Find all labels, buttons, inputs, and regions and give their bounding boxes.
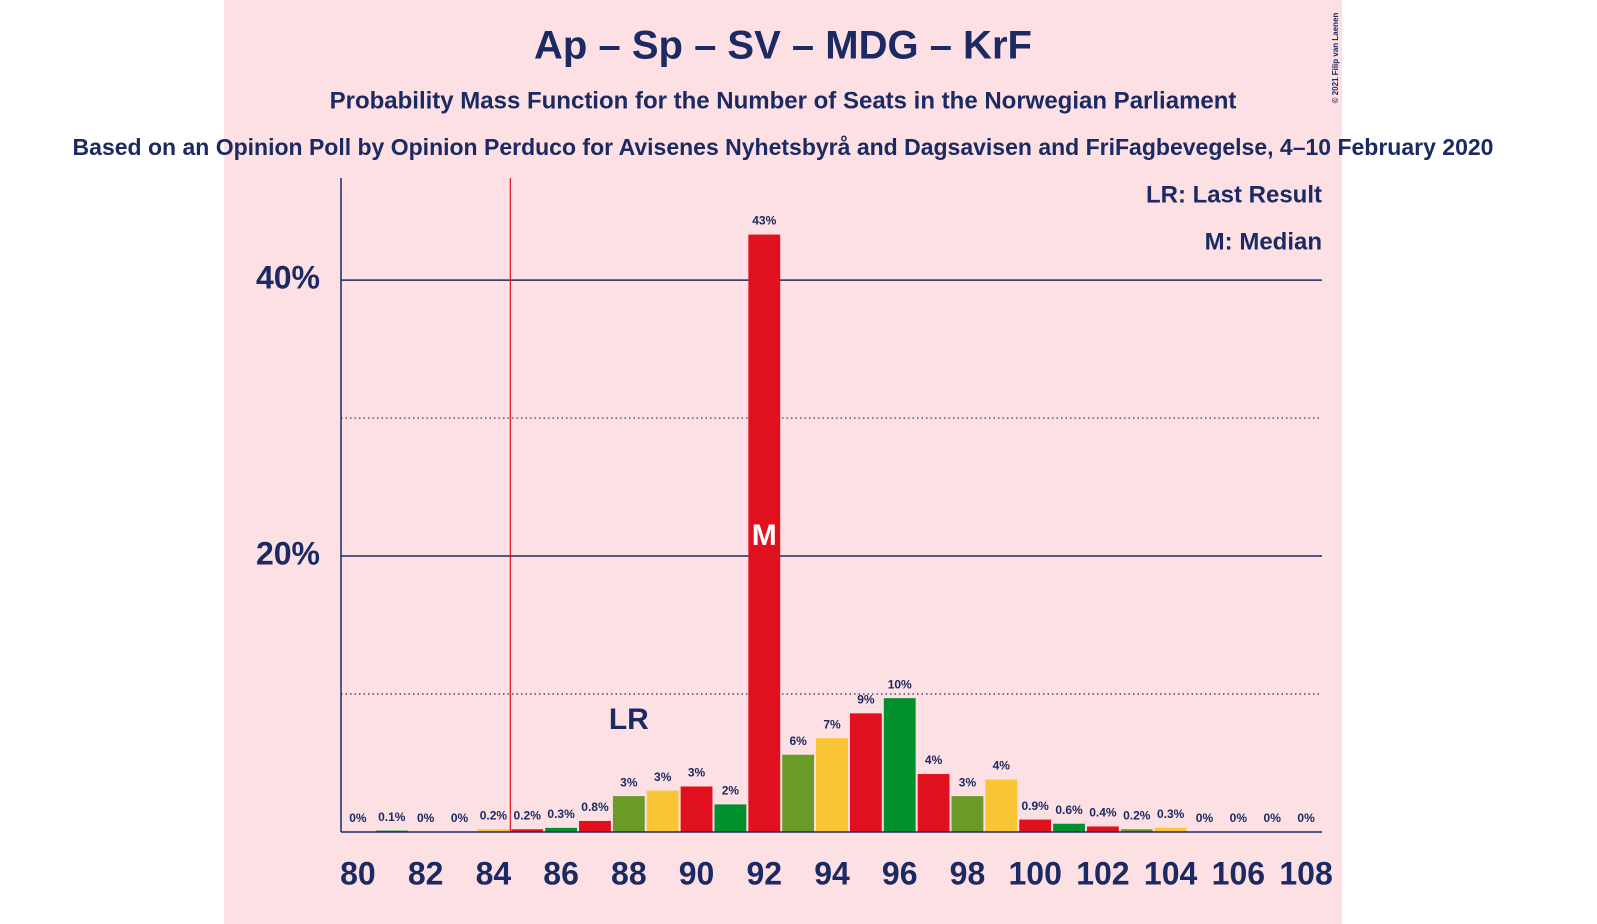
bar [951,796,984,832]
last-result-marker: LR [609,703,649,736]
bar [1053,823,1085,832]
x-tick-label: 80 [340,855,376,891]
bar [883,698,916,832]
value-label: 0.1% [378,810,406,824]
bar [917,774,950,832]
bar [748,234,781,832]
x-tick-label: 94 [814,855,850,891]
value-label: 0.2% [480,808,508,822]
bar [545,827,578,832]
value-label: 43% [752,214,776,228]
bar [782,754,815,832]
x-tick-label: 82 [408,855,444,891]
bar [714,804,747,832]
x-tick-label: 88 [611,855,647,891]
value-label: 0.2% [514,808,542,822]
value-label: 3% [688,766,706,780]
x-tick-label: 96 [882,855,918,891]
value-label: 0% [417,811,435,825]
bar [1154,827,1187,832]
x-tick-label: 100 [1008,855,1061,891]
bar [579,820,611,832]
value-label: 0% [349,811,367,825]
x-tick-label: 104 [1144,855,1198,891]
value-label: 9% [857,693,875,707]
value-label: 0.3% [547,807,575,821]
x-tick-label: 84 [476,855,512,891]
value-label: 0.8% [581,800,609,814]
value-label: 0.6% [1055,803,1083,817]
y-tick-label: 40% [256,260,320,296]
bar [612,796,645,832]
x-tick-label: 102 [1076,855,1129,891]
median-marker: M [752,519,777,552]
y-tick-label: 20% [256,536,320,572]
bar [646,790,679,832]
value-label: 0% [1264,811,1282,825]
bar [816,738,848,832]
legend-entry: M: Median [1205,228,1322,255]
value-label: 0.2% [1123,808,1151,822]
value-label: 0.4% [1089,806,1117,820]
x-tick-label: 106 [1212,855,1265,891]
x-tick-label: 86 [543,855,579,891]
value-label: 7% [823,717,841,731]
bar [1086,826,1119,832]
value-label: 0.9% [1021,799,1049,813]
bar [680,786,713,832]
copyright: © 2021 Filip van Laenen [1331,12,1340,103]
value-label: 0% [1196,811,1214,825]
bar [1120,829,1153,832]
value-label: 3% [959,775,977,789]
value-label: 0% [1230,811,1248,825]
bar [1019,819,1052,832]
x-tick-label: 108 [1279,855,1332,891]
chart-source: Based on an Opinion Poll by Opinion Perd… [73,134,1494,160]
value-label: 3% [620,775,638,789]
legend-entry: LR: Last Result [1146,181,1322,208]
chart-title: Ap – Sp – SV – MDG – KrF [534,24,1032,68]
value-label: 3% [654,770,672,784]
chart-subtitle: Probability Mass Function for the Number… [330,87,1237,114]
value-label: 10% [888,677,912,691]
value-label: 6% [789,734,807,748]
x-tick-label: 98 [950,855,986,891]
bar [511,829,544,832]
value-label: 4% [925,753,943,767]
x-tick-label: 92 [746,855,782,891]
bar [849,713,882,832]
value-label: 0% [451,811,469,825]
bar [477,829,510,832]
value-label: 4% [993,759,1011,773]
value-label: 2% [722,784,740,798]
bar [985,779,1018,832]
x-tick-label: 90 [679,855,715,891]
value-label: 0.3% [1157,807,1185,821]
value-label: 0% [1297,811,1315,825]
